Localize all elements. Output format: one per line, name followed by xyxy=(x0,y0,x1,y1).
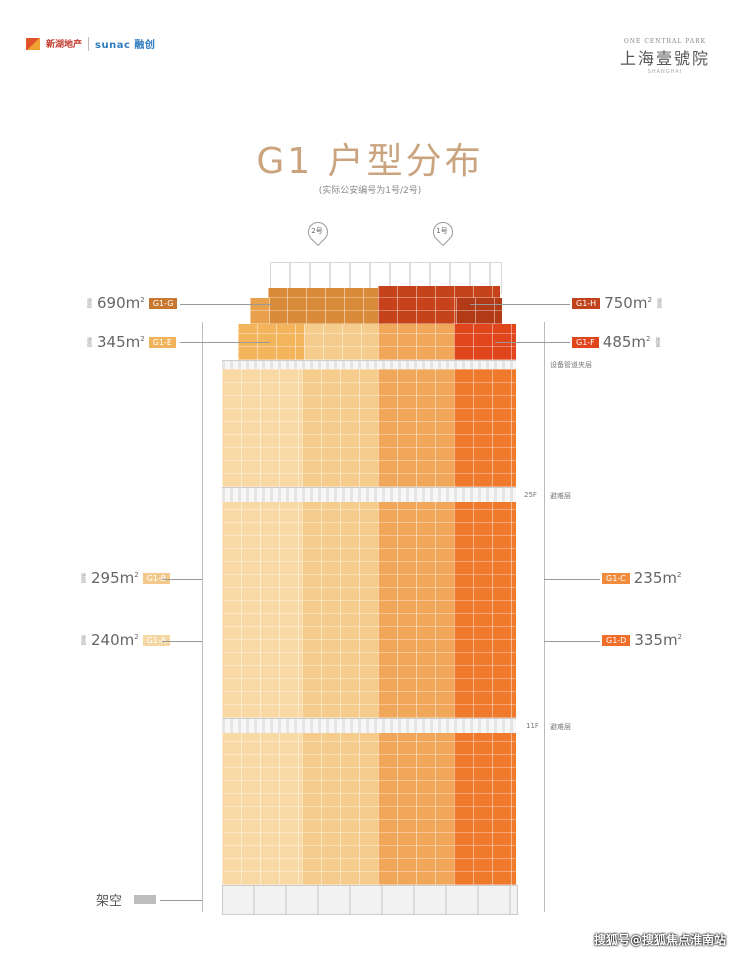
column-g1-d-upper xyxy=(454,369,516,487)
floor-25-label: 25F xyxy=(524,491,537,499)
pin-label-left: 2号 xyxy=(311,227,323,235)
column-g1-a-upper xyxy=(222,369,302,487)
unit-block-g1-h-step xyxy=(456,298,502,324)
column-g1-b-upper xyxy=(302,369,378,487)
sunac-name: sunac 融创 xyxy=(95,40,156,51)
project-city: SHANGHAI xyxy=(647,69,683,75)
page-subtitle: (实际公安编号为1号/2号) xyxy=(318,186,422,196)
area-value: 750m2 xyxy=(604,294,652,312)
logo-divider xyxy=(88,36,90,51)
column-g1-c-upper xyxy=(378,369,454,487)
column-g1-c-lower xyxy=(378,733,454,885)
project-logo: ONE CENTRAL PARK 上海壹號院 SHANGHAI xyxy=(620,38,710,75)
label-g1-f: G1-F 485m2 建面 xyxy=(572,333,662,351)
unit-block-g1-g xyxy=(268,288,378,324)
floor-11-label: 11F xyxy=(526,722,539,730)
watermark: 搜狐号@搜狐焦点淮南站 xyxy=(593,933,726,947)
area-value: 295m2 xyxy=(91,569,139,587)
unit-tag: G1-G xyxy=(148,297,178,309)
sinoland-logo-icon xyxy=(26,37,40,50)
unit-tag: G1-F xyxy=(572,336,599,348)
area-value: 235m2 xyxy=(633,569,682,587)
label-prefix: 建面 xyxy=(86,337,92,347)
column-g1-d-lower xyxy=(454,733,516,885)
area-value: 485m2 xyxy=(602,333,651,351)
refuge-floor-25 xyxy=(222,487,516,503)
unit-tag: G1-H xyxy=(572,297,601,309)
area-value: 345m2 xyxy=(97,333,145,351)
building-2-marker: 2号 xyxy=(303,217,333,247)
area-value: 690m2 xyxy=(97,294,145,312)
leader-g1-a xyxy=(162,641,202,642)
column-g1-b-lower xyxy=(302,733,378,885)
pin-label-right: 1号 xyxy=(436,227,448,235)
leader-g1-d xyxy=(544,641,600,642)
upper-block-right xyxy=(378,324,454,360)
label-g1-g: 建面 690m2 G1-G xyxy=(86,294,178,312)
label-prefix: 建面 xyxy=(80,635,86,645)
column-g1-d-mid xyxy=(454,502,516,718)
page-title: G1 户型分布 xyxy=(256,141,484,182)
upper-block-left xyxy=(304,324,378,360)
leader-g1-b xyxy=(162,579,202,580)
building-1-marker: 1号 xyxy=(428,217,458,247)
label-g1-a: 建面 240m2 G1-A xyxy=(80,631,171,649)
area-value: 240m2 xyxy=(91,631,139,649)
podium-base xyxy=(222,885,518,915)
unit-tag: G1-E xyxy=(148,336,176,348)
refuge-25-label: 避难层 xyxy=(550,492,571,500)
right-guide-line xyxy=(544,322,545,912)
label-g1-b: 建面 295m2 G1-B xyxy=(80,569,171,587)
unit-tag: G1-D xyxy=(602,634,631,646)
column-g1-a-lower xyxy=(222,733,302,885)
label-g1-e: 建面 345m2 G1-E xyxy=(86,333,176,351)
stilt-legend-swatch xyxy=(134,895,156,904)
column-g1-a-mid xyxy=(222,502,302,718)
equipment-floor-label: 设备管道夹层 xyxy=(550,361,592,369)
label-prefix: 建面 xyxy=(80,573,86,583)
refuge-floor-11 xyxy=(222,718,516,734)
leader-stilt xyxy=(160,900,202,901)
project-name-en: ONE CENTRAL PARK xyxy=(623,38,707,45)
leader-g1-h xyxy=(470,304,570,305)
label-prefix: 建面 xyxy=(655,298,662,308)
column-g1-c-mid xyxy=(378,502,454,718)
leader-g1-f xyxy=(495,342,570,343)
area-value: 335m2 xyxy=(634,631,683,649)
project-name-cn: 上海壹號院 xyxy=(619,49,710,68)
leader-g1-e xyxy=(180,342,270,343)
leader-g1-c xyxy=(544,579,600,580)
label-g1-d: G1-D 335m2 xyxy=(602,631,682,649)
column-g1-b-mid xyxy=(302,502,378,718)
leader-g1-g xyxy=(180,304,272,305)
label-prefix: 建面 xyxy=(86,298,92,308)
unit-tag: G1-C xyxy=(602,572,630,584)
label-g1-c: G1-C 235m2 xyxy=(602,569,682,587)
stilt-floor-label: 架空 xyxy=(96,894,123,909)
unit-tag: G1-A xyxy=(142,634,171,646)
unit-tag: G1-B xyxy=(142,572,171,584)
left-guide-line xyxy=(202,322,203,912)
label-g1-h: G1-H 750m2 建面 xyxy=(572,294,663,312)
refuge-11-label: 避难层 xyxy=(550,723,571,731)
label-prefix: 建面 xyxy=(654,337,661,347)
developer-logo: 新湖地产 sunac 融创 xyxy=(26,36,155,51)
sinoland-name: 新湖地产 xyxy=(46,40,83,50)
unit-block-g1-g-step xyxy=(250,298,270,324)
